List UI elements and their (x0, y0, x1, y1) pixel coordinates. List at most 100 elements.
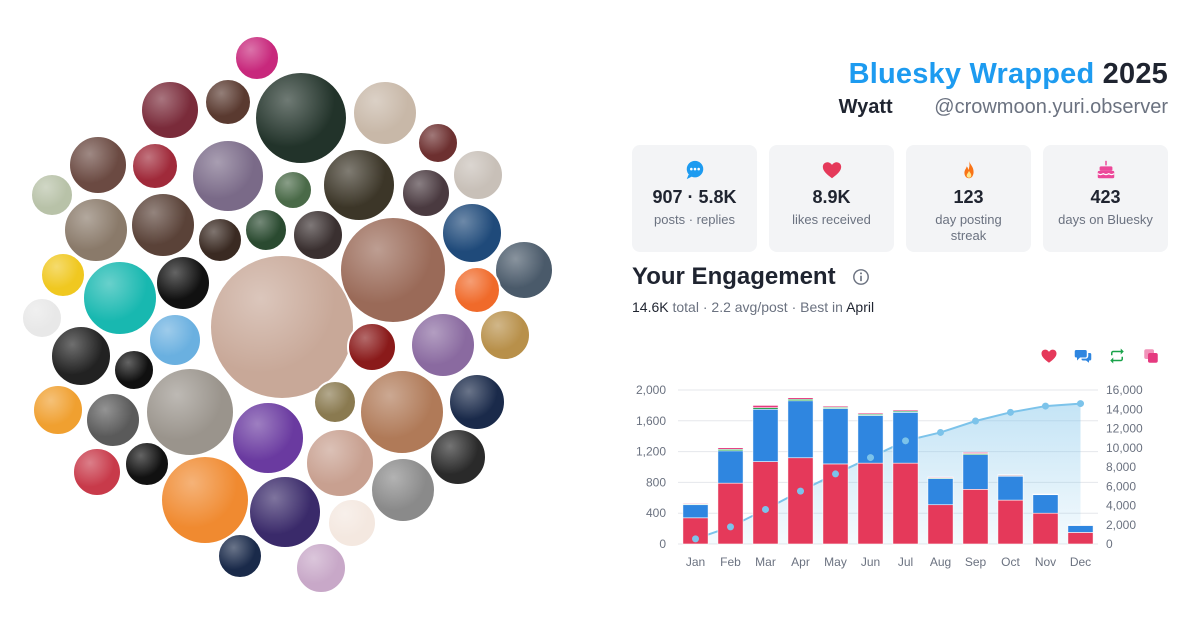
stat-value: 123 (953, 187, 984, 207)
follower-avatar[interactable] (254, 71, 348, 165)
x-tick-label: Sep (965, 555, 987, 569)
y-right-tick-label: 12,000 (1106, 422, 1143, 436)
x-tick-label: Apr (791, 555, 810, 569)
stat-label: days on Bluesky (1058, 212, 1153, 227)
follower-avatar[interactable] (352, 80, 418, 146)
follower-avatar[interactable] (244, 208, 288, 252)
follower-avatar[interactable] (217, 533, 263, 579)
follower-avatar[interactable] (248, 475, 322, 549)
follower-avatar[interactable] (113, 349, 155, 391)
follower-avatar[interactable] (231, 401, 305, 475)
follower-avatar[interactable] (85, 392, 141, 448)
bar-likes (927, 504, 954, 545)
follower-avatar[interactable] (131, 142, 179, 190)
wrapped-year: 2025 (1102, 58, 1168, 90)
follower-avatar[interactable] (273, 170, 313, 210)
bar-likes (997, 499, 1024, 545)
follower-avatar[interactable] (448, 373, 506, 431)
follower-avatar[interactable] (191, 139, 265, 213)
cumulative-point (692, 535, 699, 543)
bar-replies (717, 450, 744, 484)
user-name: Wyatt (838, 96, 893, 118)
y-right-tick-label: 14,000 (1106, 402, 1143, 416)
follower-avatar[interactable] (63, 197, 129, 263)
follower-avatar[interactable] (339, 216, 447, 324)
follower-avatar[interactable] (32, 384, 84, 436)
follower-avatar[interactable] (401, 168, 451, 218)
follower-avatar[interactable] (50, 325, 112, 387)
follower-avatar[interactable] (453, 266, 501, 314)
follower-avatar[interactable] (209, 254, 355, 400)
x-tick-label: Mar (755, 555, 776, 569)
stat-label: likes received (792, 212, 871, 227)
y-right-tick-label: 10,000 (1106, 441, 1143, 455)
y-left-tick-label: 1,600 (636, 414, 666, 428)
follower-avatar[interactable] (155, 255, 211, 311)
reply-icon[interactable] (1074, 347, 1092, 365)
quote-icon[interactable] (1142, 347, 1160, 365)
follower-avatar[interactable] (494, 240, 554, 300)
follower-avatar[interactable] (72, 447, 122, 497)
info-icon[interactable] (852, 268, 870, 286)
follower-avatar[interactable] (479, 309, 531, 361)
heart-icon[interactable] (1040, 347, 1058, 365)
bar-quotes (997, 474, 1024, 476)
user-info: Wyatt @crowmoon.yuri.observer (839, 96, 1168, 119)
follower-avatar[interactable] (441, 202, 503, 264)
follower-avatar[interactable] (417, 122, 459, 164)
bar-quotes (752, 405, 779, 409)
cumulative-point (1007, 408, 1014, 416)
follower-avatar[interactable] (313, 380, 357, 424)
follower-avatar[interactable] (429, 428, 487, 486)
stat-label: posts · replies (654, 212, 735, 227)
follower-avatar[interactable] (21, 297, 63, 339)
follower-avatar[interactable] (347, 322, 397, 372)
repost-icon[interactable] (1108, 347, 1126, 365)
follower-avatar[interactable] (130, 192, 196, 258)
stat-value: 8.9K (812, 187, 851, 207)
y-right-tick-label: 2,000 (1106, 518, 1136, 532)
bar-quotes (822, 405, 849, 408)
bar-likes (857, 462, 884, 545)
cumulative-point (972, 417, 979, 425)
follower-avatar[interactable] (124, 441, 170, 487)
stat-card-streak: 123 day posting streak (906, 145, 1031, 252)
follower-avatar[interactable] (370, 457, 436, 523)
follower-avatar[interactable] (204, 78, 252, 126)
follower-avatar[interactable] (160, 455, 250, 545)
follower-avatar[interactable] (234, 35, 280, 81)
follower-avatar[interactable] (292, 209, 344, 261)
bar-likes (717, 482, 744, 545)
bar-quotes (892, 409, 919, 412)
bar-likes (752, 461, 779, 545)
speech-bubble-icon (686, 160, 703, 180)
best-month: April (846, 299, 875, 315)
follower-avatar[interactable] (327, 498, 377, 548)
x-tick-label: Oct (1001, 555, 1020, 569)
follower-avatar[interactable] (68, 135, 128, 195)
follower-avatar[interactable] (145, 367, 235, 457)
follower-avatar[interactable] (452, 149, 504, 201)
followers-avatar-cluster (21, 35, 554, 594)
follower-avatar[interactable] (295, 542, 347, 594)
follower-avatar[interactable] (322, 148, 396, 222)
follower-avatar[interactable] (140, 80, 200, 140)
follower-avatar[interactable] (148, 313, 202, 367)
cake-icon (1096, 160, 1115, 179)
x-tick-label: Jun (861, 555, 880, 569)
cumulative-point (727, 523, 734, 531)
stat-card-days: 423 days on Bluesky (1043, 145, 1168, 252)
stat-value: 907 · 5.8K (652, 187, 737, 207)
bar-quotes (927, 476, 954, 479)
stat-value: 423 (1090, 187, 1121, 207)
follower-avatar[interactable] (359, 369, 445, 455)
follower-avatar[interactable] (410, 312, 476, 378)
follower-avatar[interactable] (40, 252, 86, 298)
follower-avatar[interactable] (82, 260, 158, 336)
bar-replies (682, 504, 709, 519)
bar-quotes (717, 447, 744, 450)
follower-avatar[interactable] (30, 173, 74, 217)
engagement-summary: 14.6K total · 2.2 avg/post · Best in Apr… (632, 299, 874, 315)
follower-avatar[interactable] (305, 428, 375, 498)
follower-avatar[interactable] (197, 217, 243, 263)
